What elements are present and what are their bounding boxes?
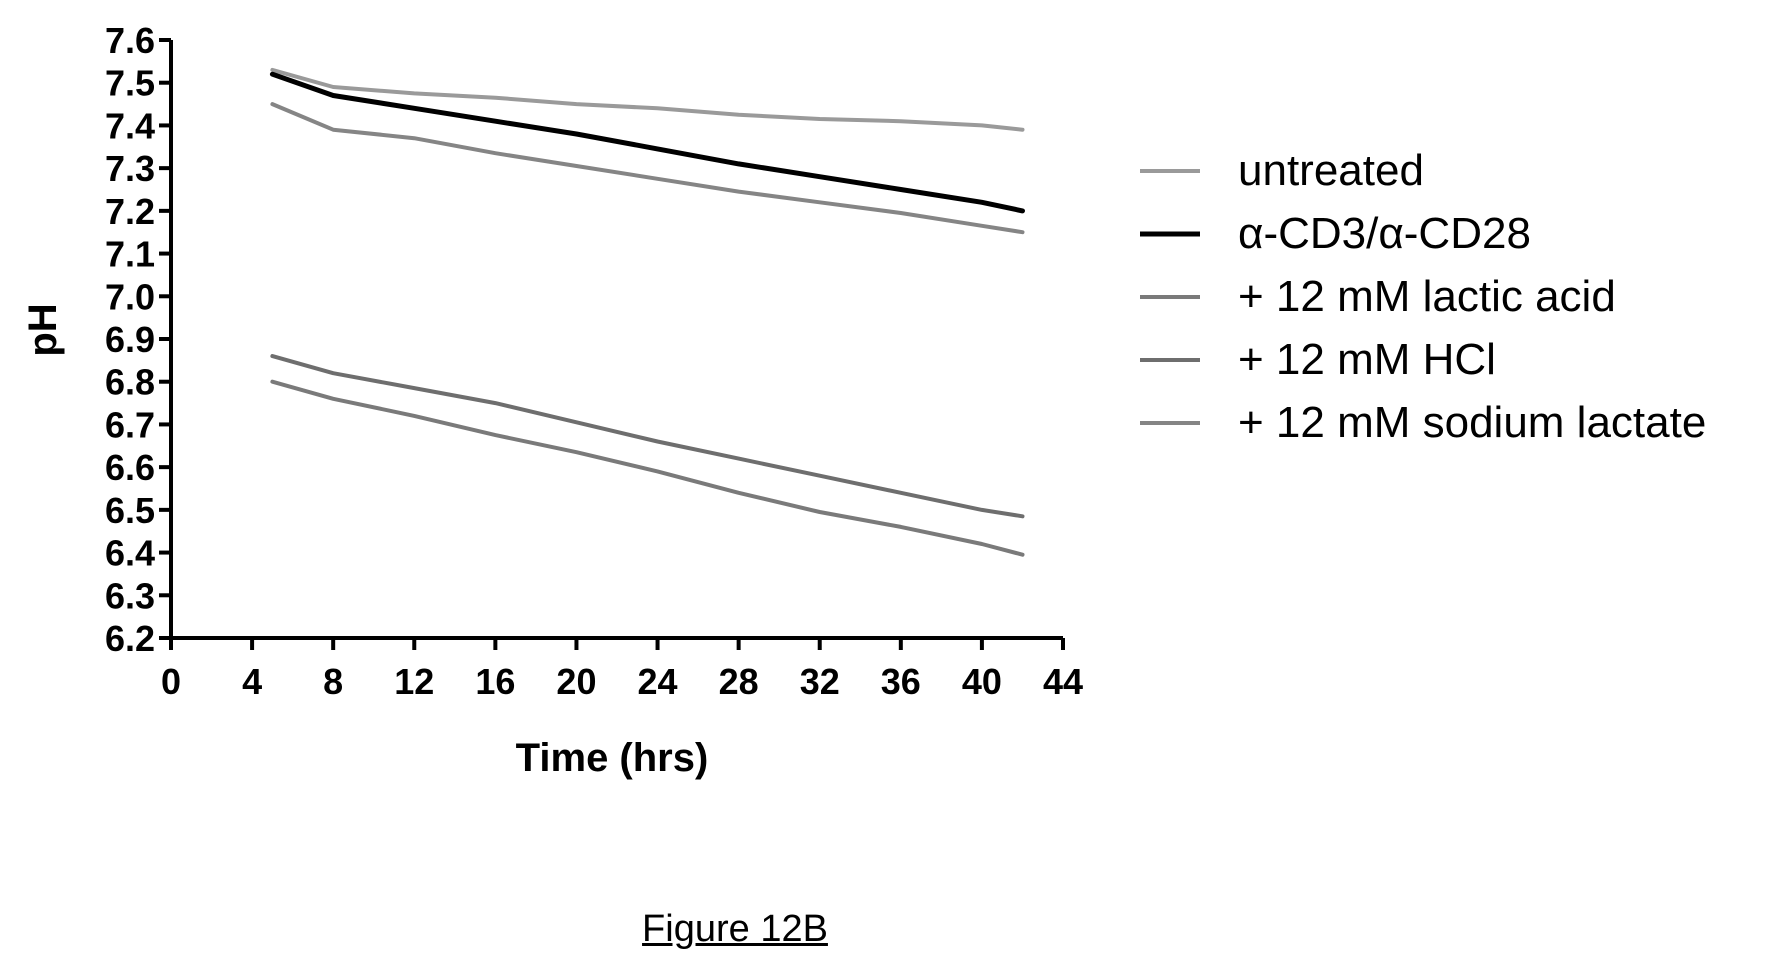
x-ticks: 0 4 8 12 16 20 24 28 32 36 40 44 bbox=[161, 638, 1083, 702]
series-line-2 bbox=[270, 379, 1025, 557]
series-lines bbox=[269, 67, 1025, 557]
x-tick-label: 40 bbox=[962, 661, 1002, 702]
x-tick-label: 32 bbox=[800, 661, 840, 702]
y-tick-label: 6.9 bbox=[105, 319, 155, 360]
y-tick-label: 6.7 bbox=[105, 404, 155, 445]
series-line-1 bbox=[269, 71, 1025, 214]
x-tick-label: 8 bbox=[323, 661, 343, 702]
x-tick-label: 28 bbox=[719, 661, 759, 702]
y-tick-label: 7.3 bbox=[105, 148, 155, 189]
y-tick-label: 6.6 bbox=[105, 447, 155, 488]
x-tick-label: 4 bbox=[242, 661, 262, 702]
y-tick-label: 7.4 bbox=[105, 105, 155, 146]
x-tick-label: 0 bbox=[161, 661, 181, 702]
x-tick-label: 36 bbox=[881, 661, 921, 702]
series-line-3 bbox=[270, 354, 1025, 519]
legend-label-3: + 12 mM HCl bbox=[1238, 335, 1496, 384]
figure-caption: Figure 12B bbox=[642, 908, 828, 950]
y-tick-label: 6.5 bbox=[105, 490, 155, 531]
x-tick-label: 16 bbox=[475, 661, 515, 702]
y-tick-label: 7.5 bbox=[105, 63, 155, 104]
y-tick-label: 6.2 bbox=[105, 618, 155, 659]
legend-label-1: α-CD3/α-CD28 bbox=[1238, 209, 1531, 258]
y-tick-label: 7.2 bbox=[105, 191, 155, 232]
legend: untreated α-CD3/α-CD28 + 12 mM lactic acid… bbox=[1140, 146, 1706, 447]
x-axis-title: Time (hrs) bbox=[516, 736, 709, 780]
y-ticks: 6.26.36.46.56.66.76.86.97.07.17.27.37.47… bbox=[105, 20, 171, 659]
y-axis-title: pH bbox=[21, 303, 65, 356]
axes bbox=[169, 40, 1063, 640]
y-tick-label: 7.1 bbox=[105, 234, 155, 275]
y-tick-label: 6.4 bbox=[105, 533, 155, 574]
y-tick-label: 7.0 bbox=[105, 276, 155, 317]
x-tick-label: 12 bbox=[394, 661, 434, 702]
series-line-4 bbox=[270, 102, 1025, 235]
series-line-0 bbox=[270, 67, 1025, 132]
x-tick-label: 24 bbox=[638, 661, 678, 702]
legend-label-0: untreated bbox=[1238, 146, 1424, 195]
y-tick-label: 6.8 bbox=[105, 362, 155, 403]
x-tick-label: 44 bbox=[1043, 661, 1083, 702]
x-tick-label: 20 bbox=[556, 661, 596, 702]
legend-label-2: + 12 mM lactic acid bbox=[1238, 272, 1616, 321]
y-tick-label: 7.6 bbox=[105, 20, 155, 61]
legend-label-4: + 12 mM sodium lactate bbox=[1238, 398, 1706, 447]
y-tick-label: 6.3 bbox=[105, 575, 155, 616]
